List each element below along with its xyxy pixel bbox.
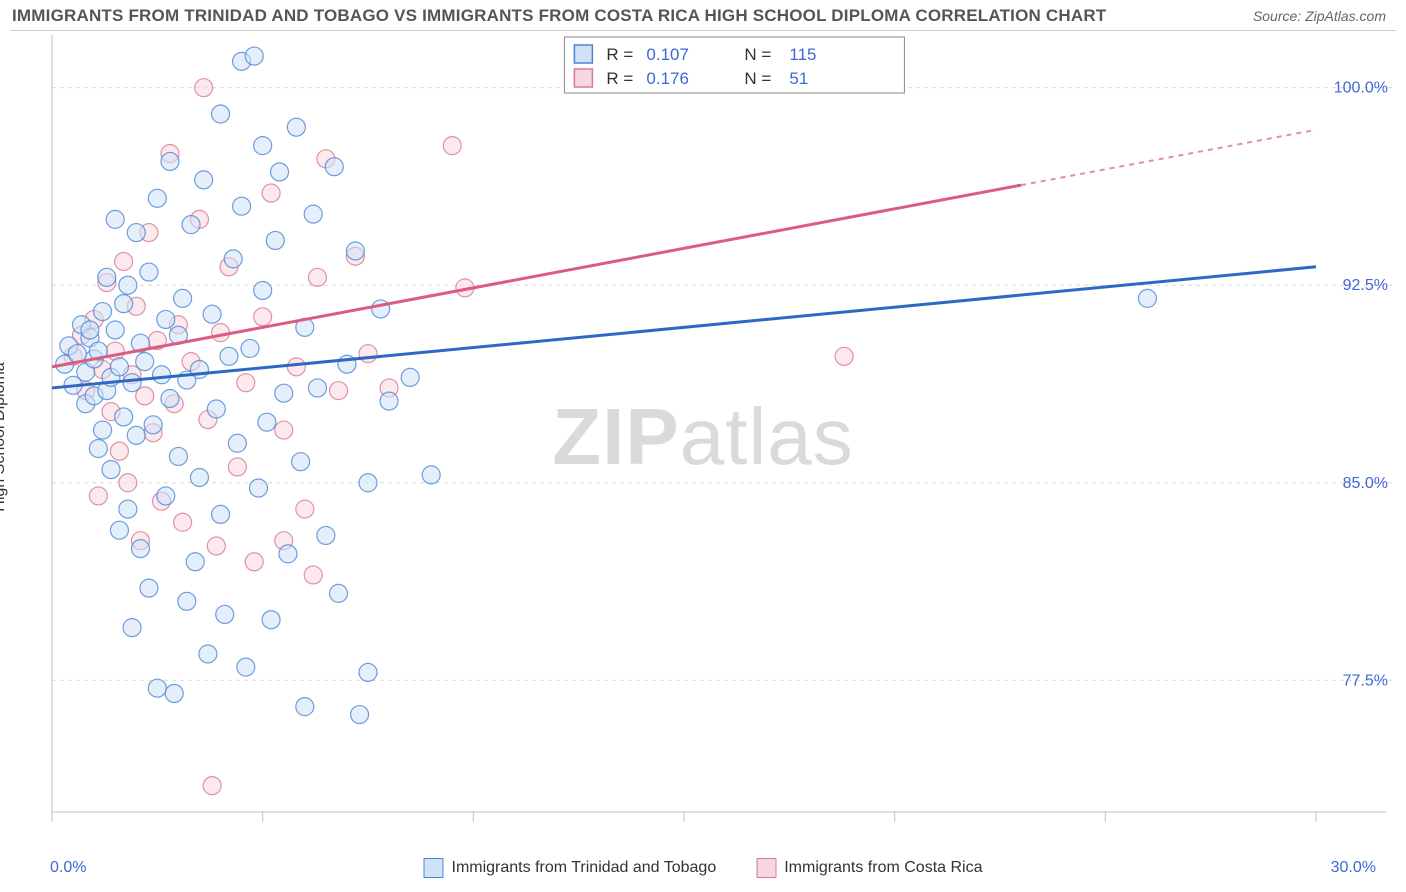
x-axis-min-label: 0.0% bbox=[50, 859, 86, 877]
svg-text:0.107: 0.107 bbox=[646, 45, 689, 64]
svg-text:N =: N = bbox=[744, 45, 771, 64]
source-label: Source: ZipAtlas.com bbox=[1253, 8, 1386, 24]
legend-item-b: Immigrants from Costa Rica bbox=[756, 858, 982, 878]
chart-area: High School Diploma 77.5%85.0%92.5%100.0… bbox=[10, 30, 1396, 842]
legend-label-b: Immigrants from Costa Rica bbox=[784, 859, 982, 877]
svg-text:115: 115 bbox=[789, 45, 816, 64]
svg-text:0.176: 0.176 bbox=[646, 69, 689, 88]
svg-text:77.5%: 77.5% bbox=[1343, 672, 1388, 689]
legend-item-a: Immigrants from Trinidad and Tobago bbox=[424, 858, 717, 878]
x-axis-max-label: 30.0% bbox=[1331, 859, 1376, 877]
svg-text:R =: R = bbox=[606, 45, 633, 64]
legend-label-a: Immigrants from Trinidad and Tobago bbox=[452, 859, 717, 877]
svg-text:51: 51 bbox=[789, 69, 808, 88]
svg-text:N =: N = bbox=[744, 69, 771, 88]
svg-text:100.0%: 100.0% bbox=[1334, 80, 1388, 97]
bottom-legend: Immigrants from Trinidad and Tobago Immi… bbox=[424, 858, 983, 878]
y-axis-label: High School Diploma bbox=[0, 362, 9, 511]
svg-text:R =: R = bbox=[606, 69, 633, 88]
swatch-icon bbox=[424, 858, 444, 878]
chart-title: IMMIGRANTS FROM TRINIDAD AND TOBAGO VS I… bbox=[12, 6, 1106, 26]
scatter-chart: 77.5% 85.0% 92.5% 100.0% R = 0.107 N = 115 R = 0.… bbox=[10, 31, 1396, 842]
x-axis-footer: 0.0% Immigrants from Trinidad and Tobago… bbox=[0, 844, 1406, 892]
svg-text:85.0%: 85.0% bbox=[1343, 475, 1388, 492]
svg-text:92.5%: 92.5% bbox=[1343, 277, 1388, 294]
swatch-icon bbox=[756, 858, 776, 878]
